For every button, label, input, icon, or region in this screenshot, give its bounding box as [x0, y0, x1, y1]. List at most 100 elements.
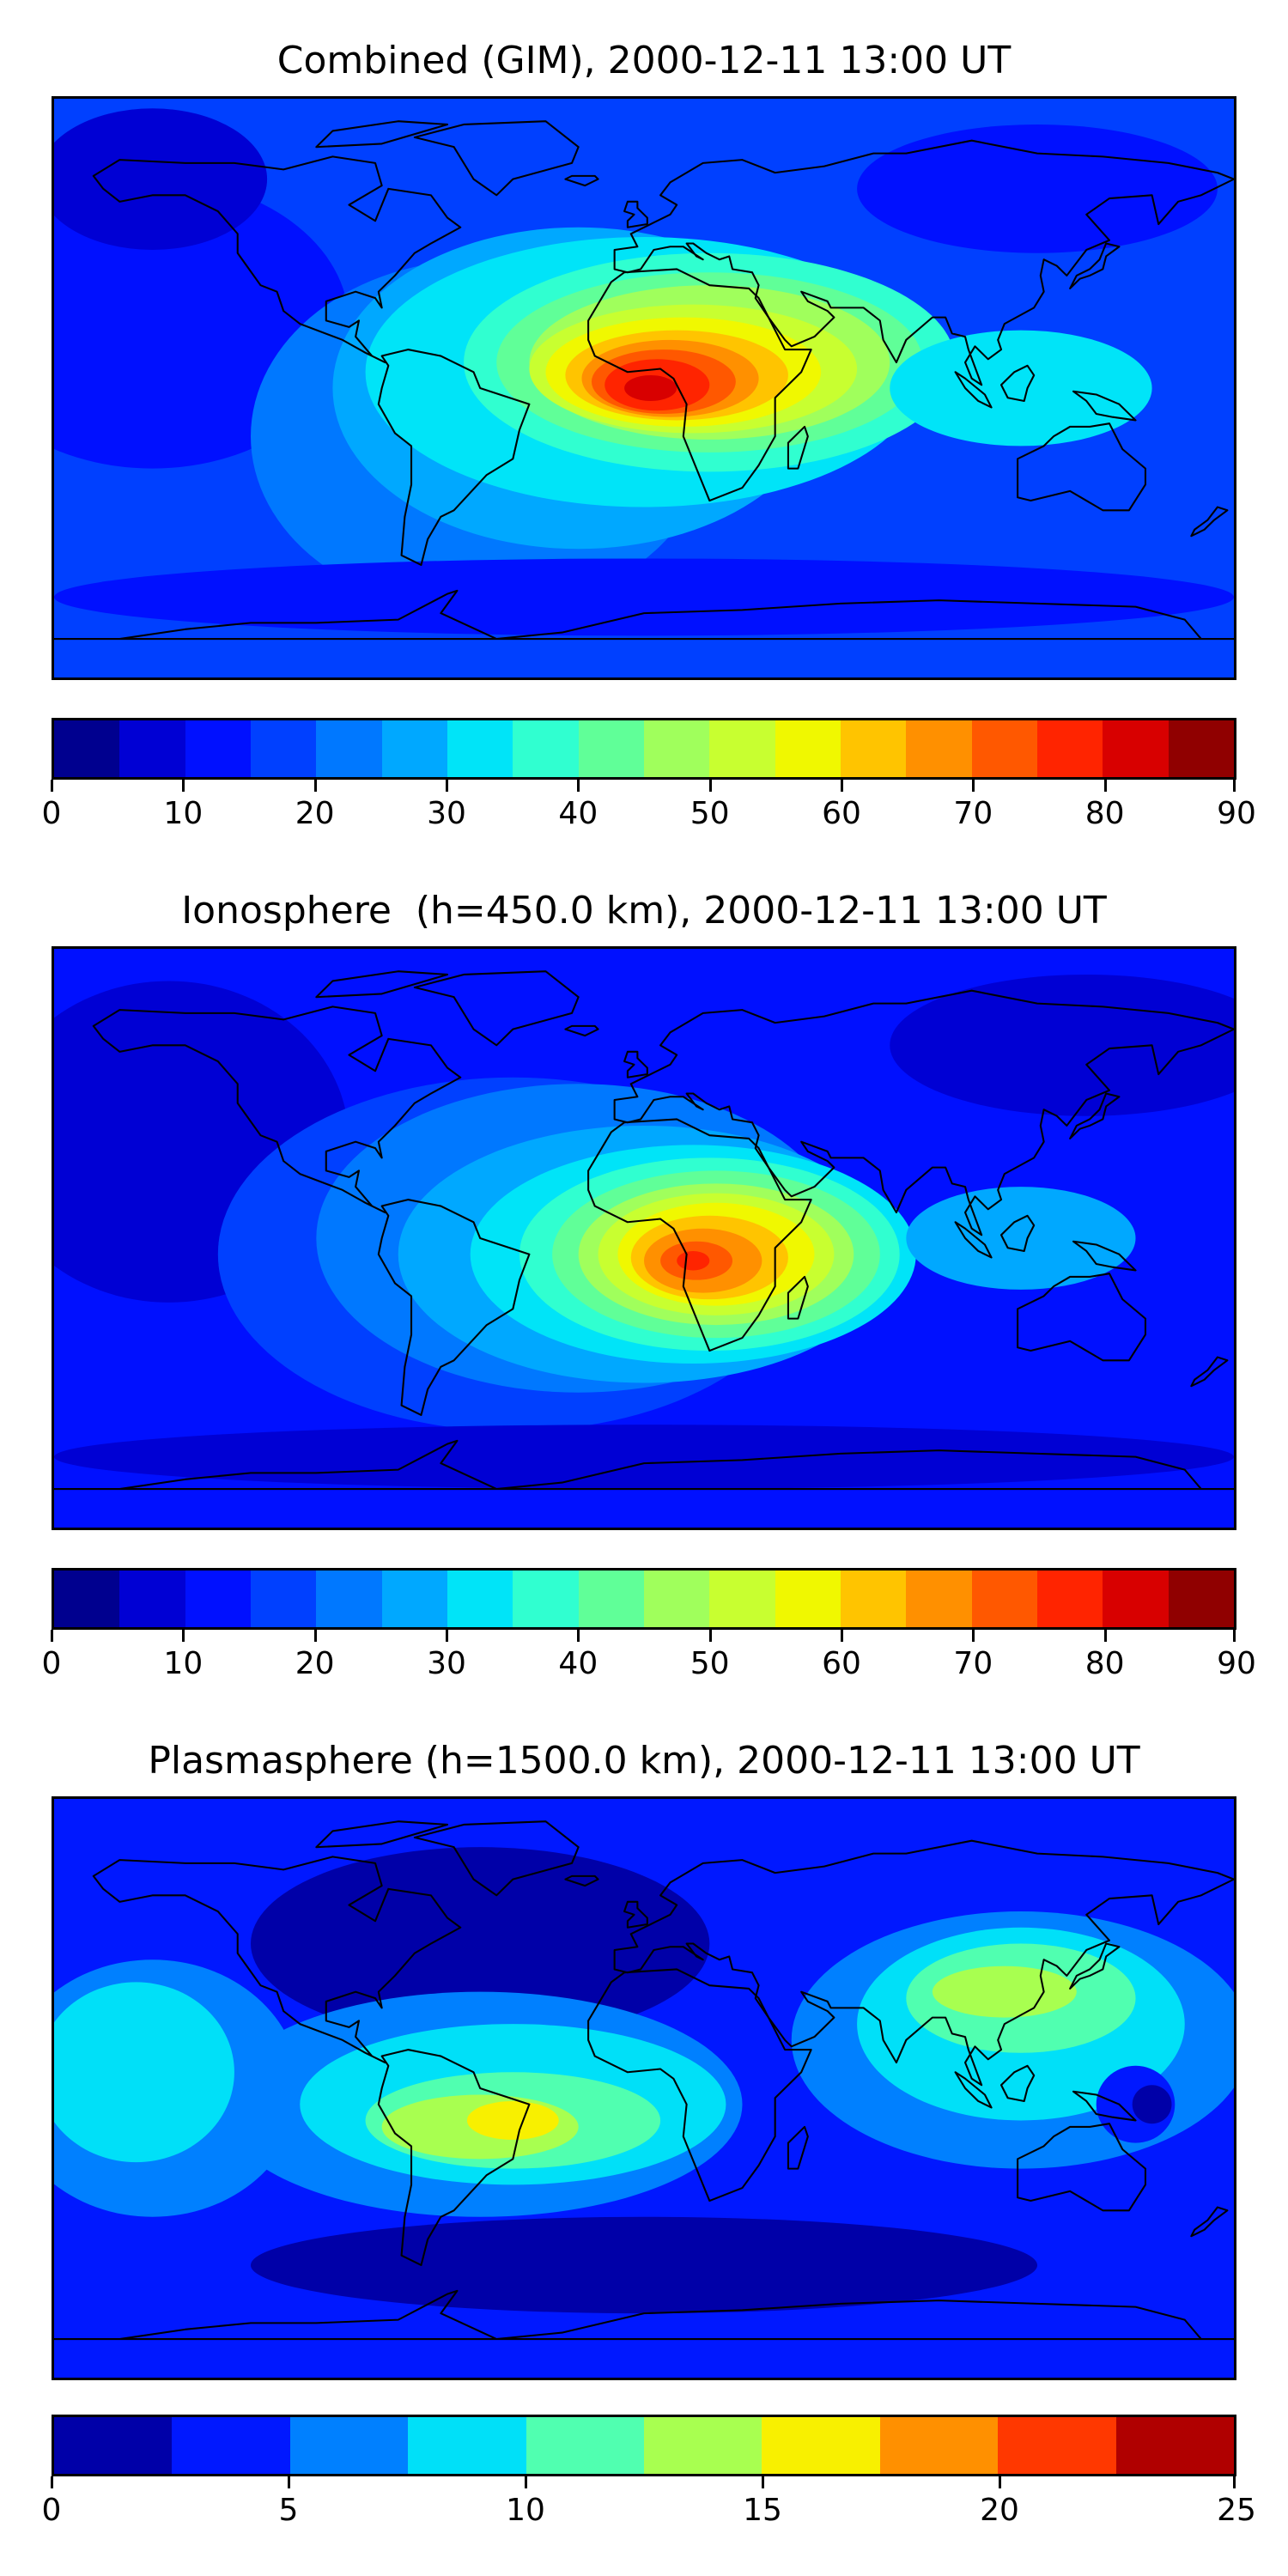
colorbar-swatch-12: [840, 1571, 907, 1627]
colorbar-tick-20: [313, 780, 317, 792]
contour-region-5: [54, 1982, 234, 2163]
coastline-antarctica: [54, 589, 1234, 641]
colorbar-tick-label-30: 30: [427, 796, 466, 831]
contour-region-17: [54, 558, 1234, 636]
colorbar-tick-label-30: 30: [427, 1646, 466, 1681]
coastline-borneo: [999, 1214, 1036, 1253]
coastline-new-zealand: [1190, 506, 1229, 538]
colorbar-tick-20: [999, 2476, 1001, 2488]
colorbar-tick-label-20: 20: [980, 2493, 1019, 2528]
colorbar-swatch-8: [578, 1571, 644, 1627]
coastline-sumatra: [954, 371, 993, 409]
colorbar-tick-10: [525, 2476, 527, 2488]
map-ionosphere: [52, 946, 1236, 1530]
contour-region-11: [932, 1965, 1077, 2018]
colorbar-tick-label-40: 40: [558, 796, 598, 831]
coastline-north-america: [92, 155, 462, 364]
colorbar-tick-5: [288, 2476, 290, 2488]
colorbar-swatch-9: [643, 1571, 710, 1627]
colorbar-swatch-17: [1168, 1571, 1234, 1627]
coastline-sumatra: [954, 2071, 993, 2109]
colorbar-tick-0: [51, 2476, 53, 2488]
coastline-madagascar: [787, 1275, 809, 1320]
colorbar-tick-label-80: 80: [1084, 1646, 1125, 1681]
colorbar-swatch-11: [775, 720, 841, 777]
colorbar-tick-0: [51, 1630, 53, 1642]
colorbar-swatch-0: [54, 1571, 120, 1627]
colorbar-tick-label-40: 40: [558, 1646, 598, 1681]
colorbar-swatch-6: [447, 720, 513, 777]
colorbar-tick-30: [446, 780, 448, 792]
colorbar-tick-label-10: 10: [163, 796, 204, 831]
coastline-greenland: [413, 120, 580, 197]
contour-region-14: [677, 1250, 710, 1271]
colorbar-tick-15: [762, 2476, 764, 2488]
coastline-antarctica: [54, 2289, 1234, 2341]
coastline-iceland: [564, 174, 599, 187]
coastline-japan: [1069, 1092, 1121, 1139]
contour-region-1: [890, 974, 1234, 1116]
contour-region-16: [54, 1425, 1234, 1490]
coastline-madagascar: [787, 425, 809, 470]
coastlines-combined: [54, 120, 1234, 641]
colorbar-tick-label-70: 70: [953, 796, 993, 831]
colorbar-swatch-7: [513, 1571, 579, 1627]
colorbar-swatch-7: [513, 720, 579, 777]
colorbar-swatch-2: [289, 2417, 409, 2474]
colorbar-tick-70: [972, 1630, 975, 1642]
colorbar-swatch-6: [447, 1571, 513, 1627]
colorbar-tick-label-70: 70: [953, 1646, 993, 1681]
colorbar-swatch-7: [879, 2417, 999, 2474]
colorbar-tick-50: [708, 780, 712, 792]
colorbar-tick-40: [577, 1630, 580, 1642]
coastline-australia: [1017, 1273, 1146, 1362]
map-combined: [52, 96, 1236, 680]
colorbar-tick-label-50: 50: [690, 796, 730, 831]
coastline-british-isles: [623, 1900, 648, 1929]
colorbar-combined: [52, 718, 1236, 780]
colorbar-swatch-0: [54, 720, 120, 777]
colorbar-swatch-14: [971, 1571, 1037, 1627]
colorbar-tick-label-0: 0: [41, 1646, 62, 1681]
colorbar-swatch-5: [381, 1571, 447, 1627]
field-contours-plasmasphere: [54, 1799, 1234, 2378]
coastline-new-guinea: [1072, 1240, 1137, 1272]
colorbar-swatch-15: [1036, 720, 1103, 777]
colorbar-swatch-8: [578, 720, 644, 777]
panel-title-plasmasphere: Plasmasphere (h=1500.0 km), 2000-12-11 1…: [148, 1739, 1140, 1783]
colorbar-tick-25: [1233, 2476, 1236, 2488]
map-plasmasphere: [52, 1796, 1236, 2380]
coastline-greenland: [413, 970, 580, 1047]
colorbar-swatch-13: [906, 720, 972, 777]
coastline-new-zealand: [1190, 2206, 1229, 2238]
contour-region-1: [54, 108, 268, 250]
contour-region-1: [251, 2216, 1037, 2314]
colorbar-tick-label-0: 0: [41, 2493, 62, 2528]
colorbar-tick-50: [708, 1630, 712, 1642]
contour-region-15: [624, 375, 677, 401]
colorbar-tick-label-10: 10: [506, 2493, 545, 2528]
colorbar-tick-90: [1233, 780, 1236, 792]
colorbar-swatch-15: [1036, 1571, 1103, 1627]
colorbar-tick-label-60: 60: [822, 1646, 861, 1681]
contour-region-14: [1132, 2085, 1172, 2124]
colorbar-tick-90: [1233, 1630, 1236, 1642]
coastline-eurasia: [613, 1839, 1234, 2087]
coastlines-ionosphere: [54, 970, 1234, 1491]
colorbar-tick-label-80: 80: [1084, 796, 1125, 831]
coastline-new-guinea: [1072, 390, 1137, 422]
coastline-japan: [1069, 242, 1121, 289]
colorbar-tick-40: [577, 780, 580, 792]
colorbar-tick-label-60: 60: [822, 796, 861, 831]
colorbar-swatch-3: [250, 1571, 317, 1627]
map-combined-svg: [54, 99, 1234, 677]
colorbar-tick-60: [841, 1630, 843, 1642]
coastline-eurasia: [613, 139, 1234, 386]
coastline-north-america: [92, 1005, 462, 1214]
colorbar-swatch-4: [526, 2417, 645, 2474]
contour-region-15: [906, 1187, 1136, 1290]
colorbar-swatch-10: [709, 720, 775, 777]
colorbar-swatch-1: [119, 1571, 185, 1627]
colorbar-swatch-9: [643, 720, 710, 777]
coastline-australia: [1017, 422, 1146, 512]
